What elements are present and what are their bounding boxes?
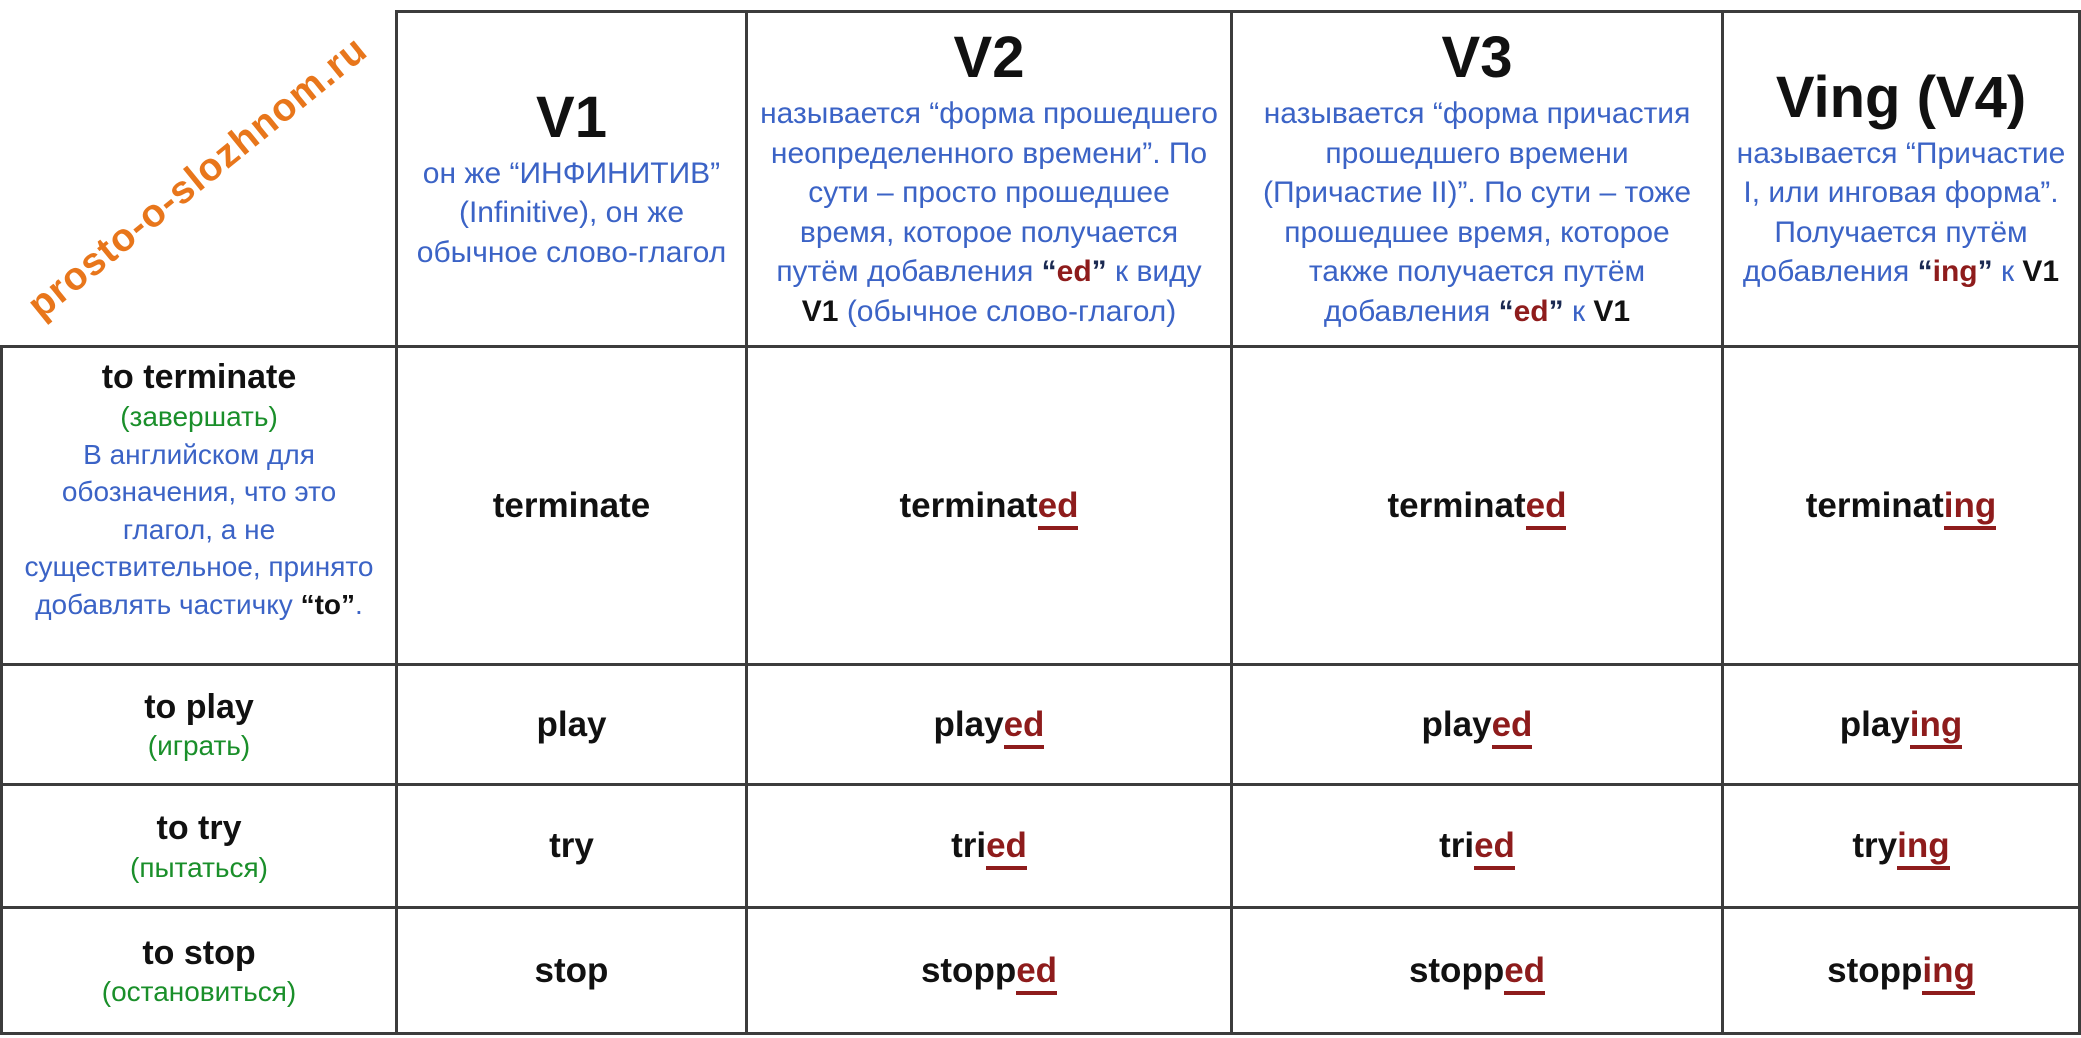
cell-stop-v2: stopped [748, 909, 1233, 1035]
watermark-text: prosto-o-slozhnom.ru [19, 27, 376, 327]
row-stop-label: to stop (остановиться) [0, 909, 398, 1035]
suffix-ed: ed [1037, 485, 1079, 530]
cell-terminate-v4: terminating [1724, 348, 2081, 666]
form-stop-v1: stop [534, 950, 609, 990]
suffix-ed: ed [1016, 950, 1058, 995]
suffix-ing: ing [1922, 950, 1975, 995]
form-terminate-v3: terminated [1388, 485, 1567, 530]
suffix-ed: ed [986, 826, 1027, 870]
row-try-label: to try (пытаться) [0, 786, 398, 909]
translation-terminate: (завершать) [120, 400, 278, 432]
cell-play-v3: played [1233, 666, 1724, 786]
note-to-particle: В английском для обозначения, что это гл… [24, 438, 374, 620]
form-stop-v4: stopping [1827, 950, 1975, 995]
cell-terminate-v1: terminate [398, 348, 748, 666]
form-try-v4: trying [1852, 826, 1950, 870]
header-v4-desc: называется “Причастие I, или инговая фор… [1736, 136, 2066, 289]
translation-try: (пытаться) [130, 851, 268, 883]
cell-terminate-v3: terminated [1233, 348, 1724, 666]
suffix-ing: ing [1909, 704, 1963, 749]
form-terminate-v4: terminating [1806, 485, 1997, 530]
row-play-label: to play (играть) [0, 666, 398, 786]
watermark-cell: prosto-o-slozhnom.ru [0, 10, 398, 348]
cell-try-v4: trying [1724, 786, 2081, 909]
form-terminate-v1: terminate [492, 485, 651, 525]
header-v2-title: V2 [953, 25, 1025, 91]
cell-try-v3: tried [1233, 786, 1724, 909]
verb-to-stop: to stop [142, 933, 256, 972]
header-v3-title: V3 [1441, 25, 1513, 91]
cell-try-v1: try [398, 786, 748, 909]
cell-stop-v1: stop [398, 909, 748, 1035]
cell-stop-v4: stopping [1724, 909, 2081, 1035]
form-try-v1: try [549, 826, 594, 865]
suffix-ed: ed [1003, 704, 1045, 749]
form-try-v2: tried [951, 826, 1027, 870]
form-play-v4: playing [1840, 704, 1963, 749]
form-play-v3: played [1422, 704, 1533, 749]
translation-play: (играть) [147, 730, 251, 762]
verb-to-terminate: to terminate [101, 358, 297, 396]
header-v1: V1 он же “ИНФИНИТИВ” (Infinitive), он же… [398, 10, 748, 348]
suffix-ed: ed [1474, 826, 1515, 870]
verb-to-play: to play [144, 687, 254, 726]
suffix-ed: ed [1504, 950, 1546, 995]
suffix-ed: ed [1525, 485, 1567, 530]
header-v1-title: V1 [536, 84, 607, 150]
header-v2-desc: называется “форма прошедшего неопределен… [760, 97, 1218, 329]
header-v3: V3 называется “форма причастия прошедшег… [1233, 10, 1724, 348]
header-v3-desc: называется “форма причастия прошедшего в… [1262, 97, 1692, 329]
form-try-v3: tried [1439, 826, 1515, 870]
header-v4: Ving (V4) называется “Причастие I, или и… [1724, 10, 2081, 348]
cell-stop-v3: stopped [1233, 909, 1724, 1035]
suffix-ing: ing [1943, 485, 1997, 530]
header-v2: V2 называется “форма прошедшего неопреде… [748, 10, 1233, 348]
cell-play-v2: played [748, 666, 1233, 786]
cell-play-v1: play [398, 666, 748, 786]
header-v4-title: Ving (V4) [1775, 64, 2027, 130]
cell-try-v2: tried [748, 786, 1233, 909]
form-play-v1: play [536, 704, 607, 744]
form-stop-v3: stopped [1409, 950, 1546, 995]
cell-play-v4: playing [1724, 666, 2081, 786]
cell-terminate-v2: terminated [748, 348, 1233, 666]
row-terminate-label: to terminate (завершать) В английском дл… [0, 348, 398, 666]
verb-to-try: to try [156, 809, 242, 848]
header-v1-desc: он же “ИНФИНИТИВ” (Infinitive), он же об… [416, 156, 727, 269]
form-play-v2: played [934, 704, 1045, 749]
suffix-ed: ed [1491, 704, 1533, 749]
suffix-ing: ing [1897, 826, 1950, 870]
form-stop-v2: stopped [921, 950, 1058, 995]
translation-stop: (остановиться) [101, 976, 297, 1008]
form-terminate-v2: terminated [900, 485, 1079, 530]
